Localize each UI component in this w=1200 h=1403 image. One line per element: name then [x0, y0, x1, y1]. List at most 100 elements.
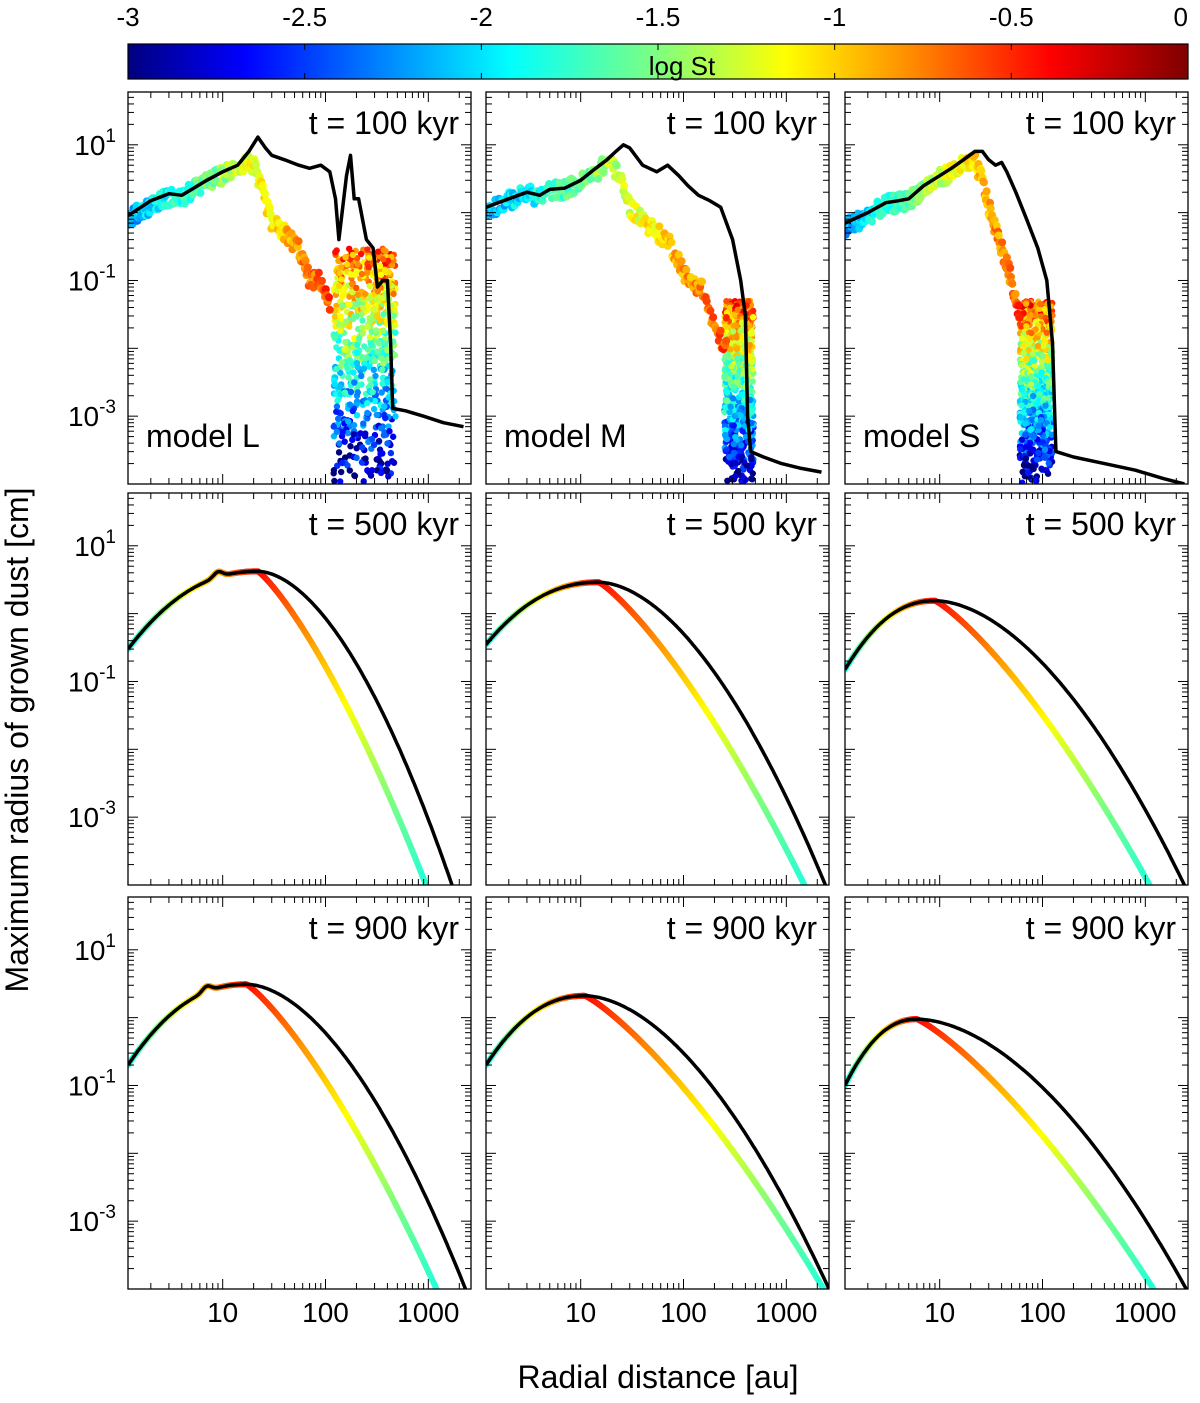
- dust-particle: [1041, 454, 1049, 461]
- dust-particle: [384, 378, 391, 386]
- dust-particle: [1028, 329, 1035, 337]
- dust-particle: [740, 474, 748, 482]
- dust-particle: [674, 250, 683, 259]
- dust-particle: [361, 360, 368, 367]
- dust-particle: [722, 387, 730, 394]
- dust-particle: [377, 450, 384, 458]
- dust-particle: [366, 333, 374, 341]
- dust-particle: [748, 475, 755, 482]
- dust-particle: [982, 187, 991, 196]
- dust-particle: [345, 418, 352, 425]
- panel-frame: [485, 492, 830, 886]
- max-radius-curve: [128, 569, 454, 885]
- dust-particle: [349, 251, 357, 259]
- panel-frame: [844, 91, 1189, 485]
- y-tick-label: 10-3: [68, 397, 116, 432]
- colorbar-tick-label: -3: [116, 2, 139, 32]
- panel-plot-area: [128, 981, 468, 1289]
- y-tick-label: 101: [74, 931, 116, 966]
- panel-frame: [127, 91, 472, 485]
- dust-particle: [367, 376, 374, 383]
- dust-particle: [346, 357, 354, 364]
- dust-particle: [1028, 463, 1035, 470]
- dust-particle: [1020, 342, 1027, 349]
- panel-plot-area: [845, 149, 1185, 484]
- dust-particle: [747, 387, 754, 394]
- dust-particle: [1038, 358, 1046, 365]
- dust-particle: [366, 282, 373, 290]
- dust-particle: [1036, 305, 1043, 313]
- dust-particle: [384, 440, 391, 447]
- colorbar-tick-label: -1.5: [636, 2, 681, 32]
- dust-particle: [1020, 349, 1027, 357]
- panel-background: [128, 493, 471, 885]
- dust-particle: [374, 288, 382, 295]
- dust-particle: [1036, 391, 1043, 398]
- dust-particle: [370, 366, 378, 374]
- dust-particle: [341, 389, 348, 396]
- dust-particle: [749, 313, 757, 321]
- dust-particle: [731, 412, 739, 420]
- dust-particle: [1023, 322, 1030, 330]
- dust-particle: [362, 455, 369, 462]
- dust-particle: [382, 385, 389, 392]
- dust-particle: [734, 372, 741, 380]
- dust-particle: [346, 401, 354, 408]
- dust-particle: [372, 306, 379, 313]
- dust-particle: [371, 397, 379, 405]
- max-radius-curve: [486, 143, 822, 474]
- dust-particle: [364, 323, 371, 330]
- dust-particle: [1031, 362, 1039, 369]
- dust-particle: [338, 276, 345, 283]
- dust-particle: [737, 327, 744, 335]
- dust-particle: [332, 249, 339, 256]
- dust-particle: [723, 435, 731, 443]
- time-label: t = 100 kyr: [309, 105, 460, 141]
- panel: 10-3 10-1 101 t = 500 kyr: [68, 492, 472, 886]
- dust-particle: [1030, 433, 1037, 441]
- dust-particle: [726, 454, 733, 461]
- dust-particle: [392, 329, 399, 336]
- dust-particle: [1032, 312, 1040, 319]
- dust-particle: [731, 473, 739, 480]
- dust-particle: [1036, 300, 1044, 308]
- dust-particle: [1018, 386, 1025, 393]
- dust-particle: [1018, 323, 1025, 330]
- dust-particle: [1018, 361, 1025, 369]
- dust-particle: [358, 311, 365, 318]
- dust-particle: [1026, 439, 1034, 447]
- dust-particle: [369, 388, 376, 396]
- dust-particle: [385, 473, 392, 480]
- colorbar: -3 -2.5 -2 -1.5 -1 -0.5 0 log St: [116, 2, 1189, 81]
- dust-particle: [1027, 381, 1035, 388]
- dust-particle: [331, 477, 338, 484]
- dust-particle: [1017, 414, 1025, 421]
- dust-particle: [324, 293, 333, 302]
- dust-particle: [337, 313, 344, 320]
- dust-particle: [1027, 312, 1035, 319]
- dust-particle: [361, 290, 369, 298]
- max-radius-curve: [486, 580, 828, 885]
- dust-particle: [716, 326, 725, 335]
- dust-particle: [344, 365, 351, 372]
- dust-particle: [351, 335, 358, 342]
- dust-particle: [339, 428, 346, 436]
- dust-particle: [1018, 402, 1025, 409]
- dust-particle: [385, 394, 392, 401]
- dust-particle: [367, 381, 374, 389]
- dust-particle: [1026, 407, 1033, 415]
- dust-particle: [381, 266, 388, 274]
- y-tick-label: 10-1: [68, 662, 116, 697]
- dust-particle: [337, 327, 344, 335]
- dust-particle: [728, 362, 735, 370]
- panel-background: [128, 92, 471, 484]
- dust-particle: [347, 388, 355, 396]
- dust-particle: [351, 379, 358, 386]
- dust-particle: [375, 248, 382, 255]
- dust-particle: [379, 256, 387, 263]
- dust-particle: [977, 166, 986, 175]
- dust-particle: [380, 311, 387, 318]
- dust-particle: [721, 374, 728, 382]
- dust-particle: [723, 297, 730, 305]
- dust-particle: [732, 459, 739, 467]
